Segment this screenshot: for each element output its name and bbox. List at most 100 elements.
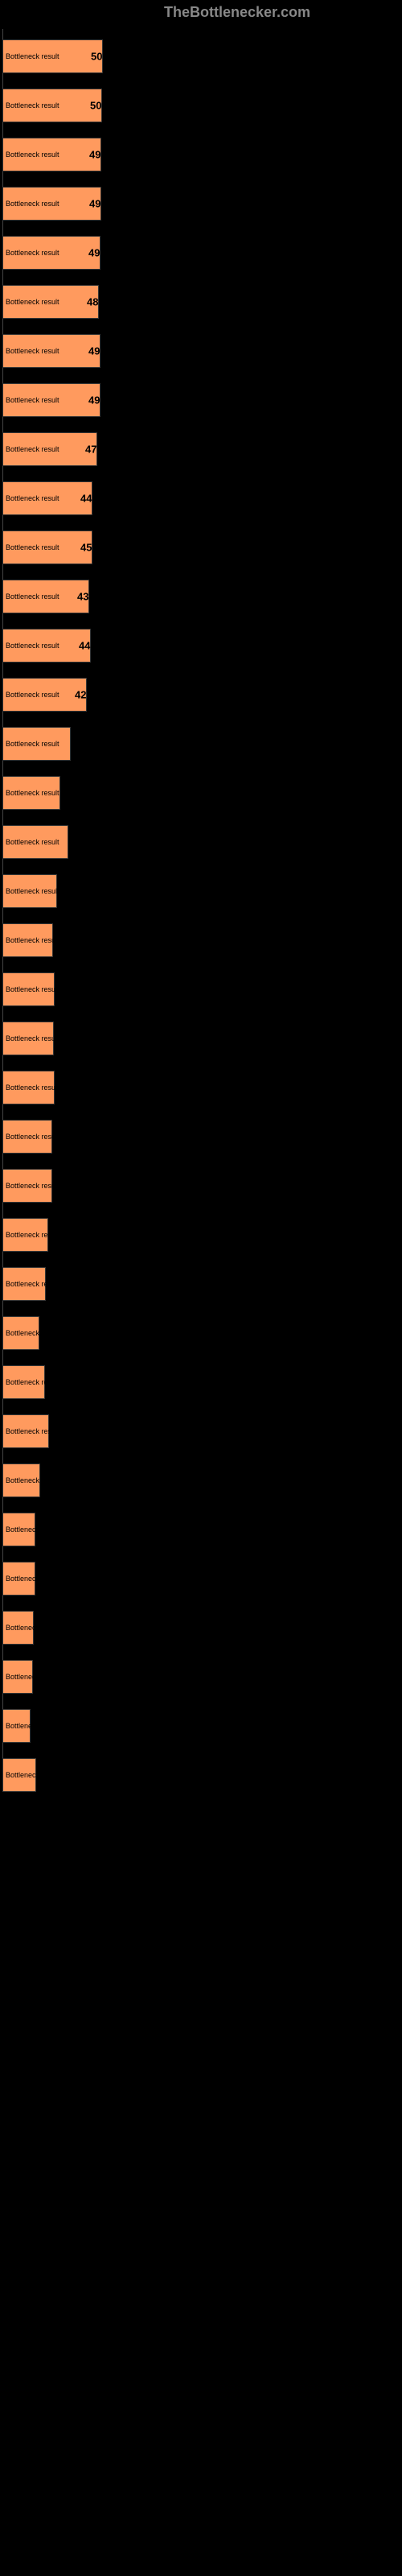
bar[interactable]: Bottleneck result (2, 972, 55, 1006)
bar-wrapper: Bottleneck result (2, 1365, 402, 1399)
bar-group: Bottleneck result49 (2, 373, 402, 417)
bar-text-label: Bottleneck result (6, 1378, 59, 1386)
bar[interactable]: Bottleneck result (2, 383, 100, 417)
bar[interactable]: Bottleneck result (2, 1709, 31, 1743)
bar[interactable]: Bottleneck result (2, 39, 103, 73)
bar-wrapper: Bottleneck result49 (2, 383, 402, 417)
bar[interactable]: Bottleneck result (2, 1513, 35, 1546)
bar[interactable]: Bottleneck result (2, 727, 71, 761)
bar-text-label: Bottleneck result (6, 1329, 59, 1337)
bar-group: Bottleneck result (2, 1600, 402, 1645)
bar-wrapper: Bottleneck result48 (2, 285, 402, 319)
bar-wrapper: Bottleneck result43 (2, 580, 402, 613)
bar-text-label: Bottleneck result (6, 101, 59, 109)
bar-text-label: Bottleneck result (6, 298, 59, 306)
bar[interactable]: Bottleneck result (2, 334, 100, 368)
bar-group: Bottleneck result (2, 1011, 402, 1055)
bar[interactable]: Bottleneck result (2, 1660, 33, 1694)
bar[interactable]: Bottleneck result (2, 1758, 36, 1792)
bar[interactable]: Bottleneck result (2, 187, 101, 221)
bar-text-label: Bottleneck result (6, 1427, 59, 1435)
bar-group: Bottleneck result (2, 913, 402, 957)
bar-wrapper: Bottleneck result (2, 1709, 402, 1743)
bar-wrapper: Bottleneck result (2, 1660, 402, 1694)
bar[interactable]: Bottleneck result (2, 1365, 45, 1399)
bar[interactable]: Bottleneck result (2, 1218, 48, 1252)
bar-group: Bottleneck result (2, 1502, 402, 1546)
bar[interactable]: Bottleneck result (2, 138, 101, 171)
bar[interactable]: Bottleneck result (2, 1463, 40, 1497)
bar-text-label: Bottleneck result (6, 936, 59, 944)
bar-wrapper: Bottleneck result47 (2, 432, 402, 466)
bar-wrapper: Bottleneck result (2, 1758, 402, 1792)
bar-text-label: Bottleneck result (6, 543, 59, 551)
bar-group: Bottleneck result (2, 1649, 402, 1694)
bar[interactable]: Bottleneck result (2, 530, 92, 564)
bar-chart: Bottleneck result50Bottleneck result50Bo… (0, 29, 402, 1792)
bar[interactable]: Bottleneck result (2, 236, 100, 270)
bar-wrapper: Bottleneck result49 (2, 187, 402, 221)
bar-text-label: Bottleneck result (6, 1034, 59, 1042)
bar-wrapper: Bottleneck result (2, 1316, 402, 1350)
bar-wrapper: Bottleneck result (2, 1611, 402, 1645)
bar-text-label: Bottleneck result (6, 1133, 59, 1141)
bar-wrapper: Bottleneck result (2, 923, 402, 957)
bar[interactable]: Bottleneck result (2, 432, 97, 466)
bar-group: Bottleneck result (2, 864, 402, 908)
bar-text-label: Bottleneck result (6, 592, 59, 601)
bar[interactable]: Bottleneck result (2, 1022, 54, 1055)
bar-wrapper: Bottleneck result (2, 1513, 402, 1546)
bar[interactable]: Bottleneck result (2, 629, 91, 663)
bar-text-label: Bottleneck result (6, 1624, 59, 1632)
bar[interactable]: Bottleneck result (2, 1316, 39, 1350)
bar-wrapper: Bottleneck result (2, 825, 402, 859)
bar[interactable]: Bottleneck result (2, 1611, 34, 1645)
bar[interactable]: Bottleneck result (2, 825, 68, 859)
bar-text-label: Bottleneck result (6, 249, 59, 257)
bar-wrapper: Bottleneck result42 (2, 678, 402, 712)
bar-wrapper: Bottleneck result (2, 1463, 402, 1497)
bar-value: 49 (88, 247, 100, 259)
bar-text-label: Bottleneck result (6, 1280, 59, 1288)
bar-group: Bottleneck result49 (2, 176, 402, 221)
bar-text-label: Bottleneck result (6, 1476, 59, 1484)
bar[interactable]: Bottleneck result (2, 285, 99, 319)
bar-group: Bottleneck result (2, 1453, 402, 1497)
bar-text-label: Bottleneck result (6, 985, 59, 993)
bar-group: Bottleneck result (2, 1306, 402, 1350)
bar[interactable]: Bottleneck result (2, 481, 92, 515)
bar[interactable]: Bottleneck result (2, 1267, 46, 1301)
bar-wrapper: Bottleneck result (2, 776, 402, 810)
bar-group: Bottleneck result (2, 1551, 402, 1596)
bar-wrapper: Bottleneck result (2, 1071, 402, 1104)
bar-group: Bottleneck result (2, 1257, 402, 1301)
bar-group: Bottleneck result (2, 1355, 402, 1399)
bar[interactable]: Bottleneck result (2, 776, 60, 810)
bar-text-label: Bottleneck result (6, 1722, 59, 1730)
bar-text-label: Bottleneck result (6, 1575, 59, 1583)
bar-value: 45 (80, 542, 92, 554)
bar[interactable]: Bottleneck result (2, 1120, 52, 1154)
bar-group: Bottleneck result (2, 962, 402, 1006)
bar-value: 44 (79, 640, 90, 652)
bar-group: Bottleneck result44 (2, 471, 402, 515)
bar-value: 44 (80, 493, 92, 505)
bar-group: Bottleneck result44 (2, 618, 402, 663)
bar[interactable]: Bottleneck result (2, 1414, 49, 1448)
bar-group: Bottleneck result (2, 1158, 402, 1203)
bar-group: Bottleneck result (2, 1109, 402, 1154)
bar[interactable]: Bottleneck result (2, 1071, 55, 1104)
bar[interactable]: Bottleneck result (2, 1562, 35, 1596)
bar[interactable]: Bottleneck result (2, 1169, 52, 1203)
bar[interactable]: Bottleneck result (2, 923, 53, 957)
bar-wrapper: Bottleneck result (2, 1414, 402, 1448)
bar-group: Bottleneck result50 (2, 29, 402, 73)
bar[interactable]: Bottleneck result (2, 874, 57, 908)
bar-group: Bottleneck result 45 (2, 520, 402, 564)
bar-text-label: Bottleneck result (6, 151, 59, 159)
bar-wrapper: Bottleneck result (2, 1169, 402, 1203)
bar-text-label: Bottleneck result (6, 838, 59, 846)
bar[interactable]: Bottleneck result (2, 89, 102, 122)
bar[interactable]: Bottleneck result (2, 580, 89, 613)
bar-wrapper: Bottleneck result (2, 727, 402, 761)
